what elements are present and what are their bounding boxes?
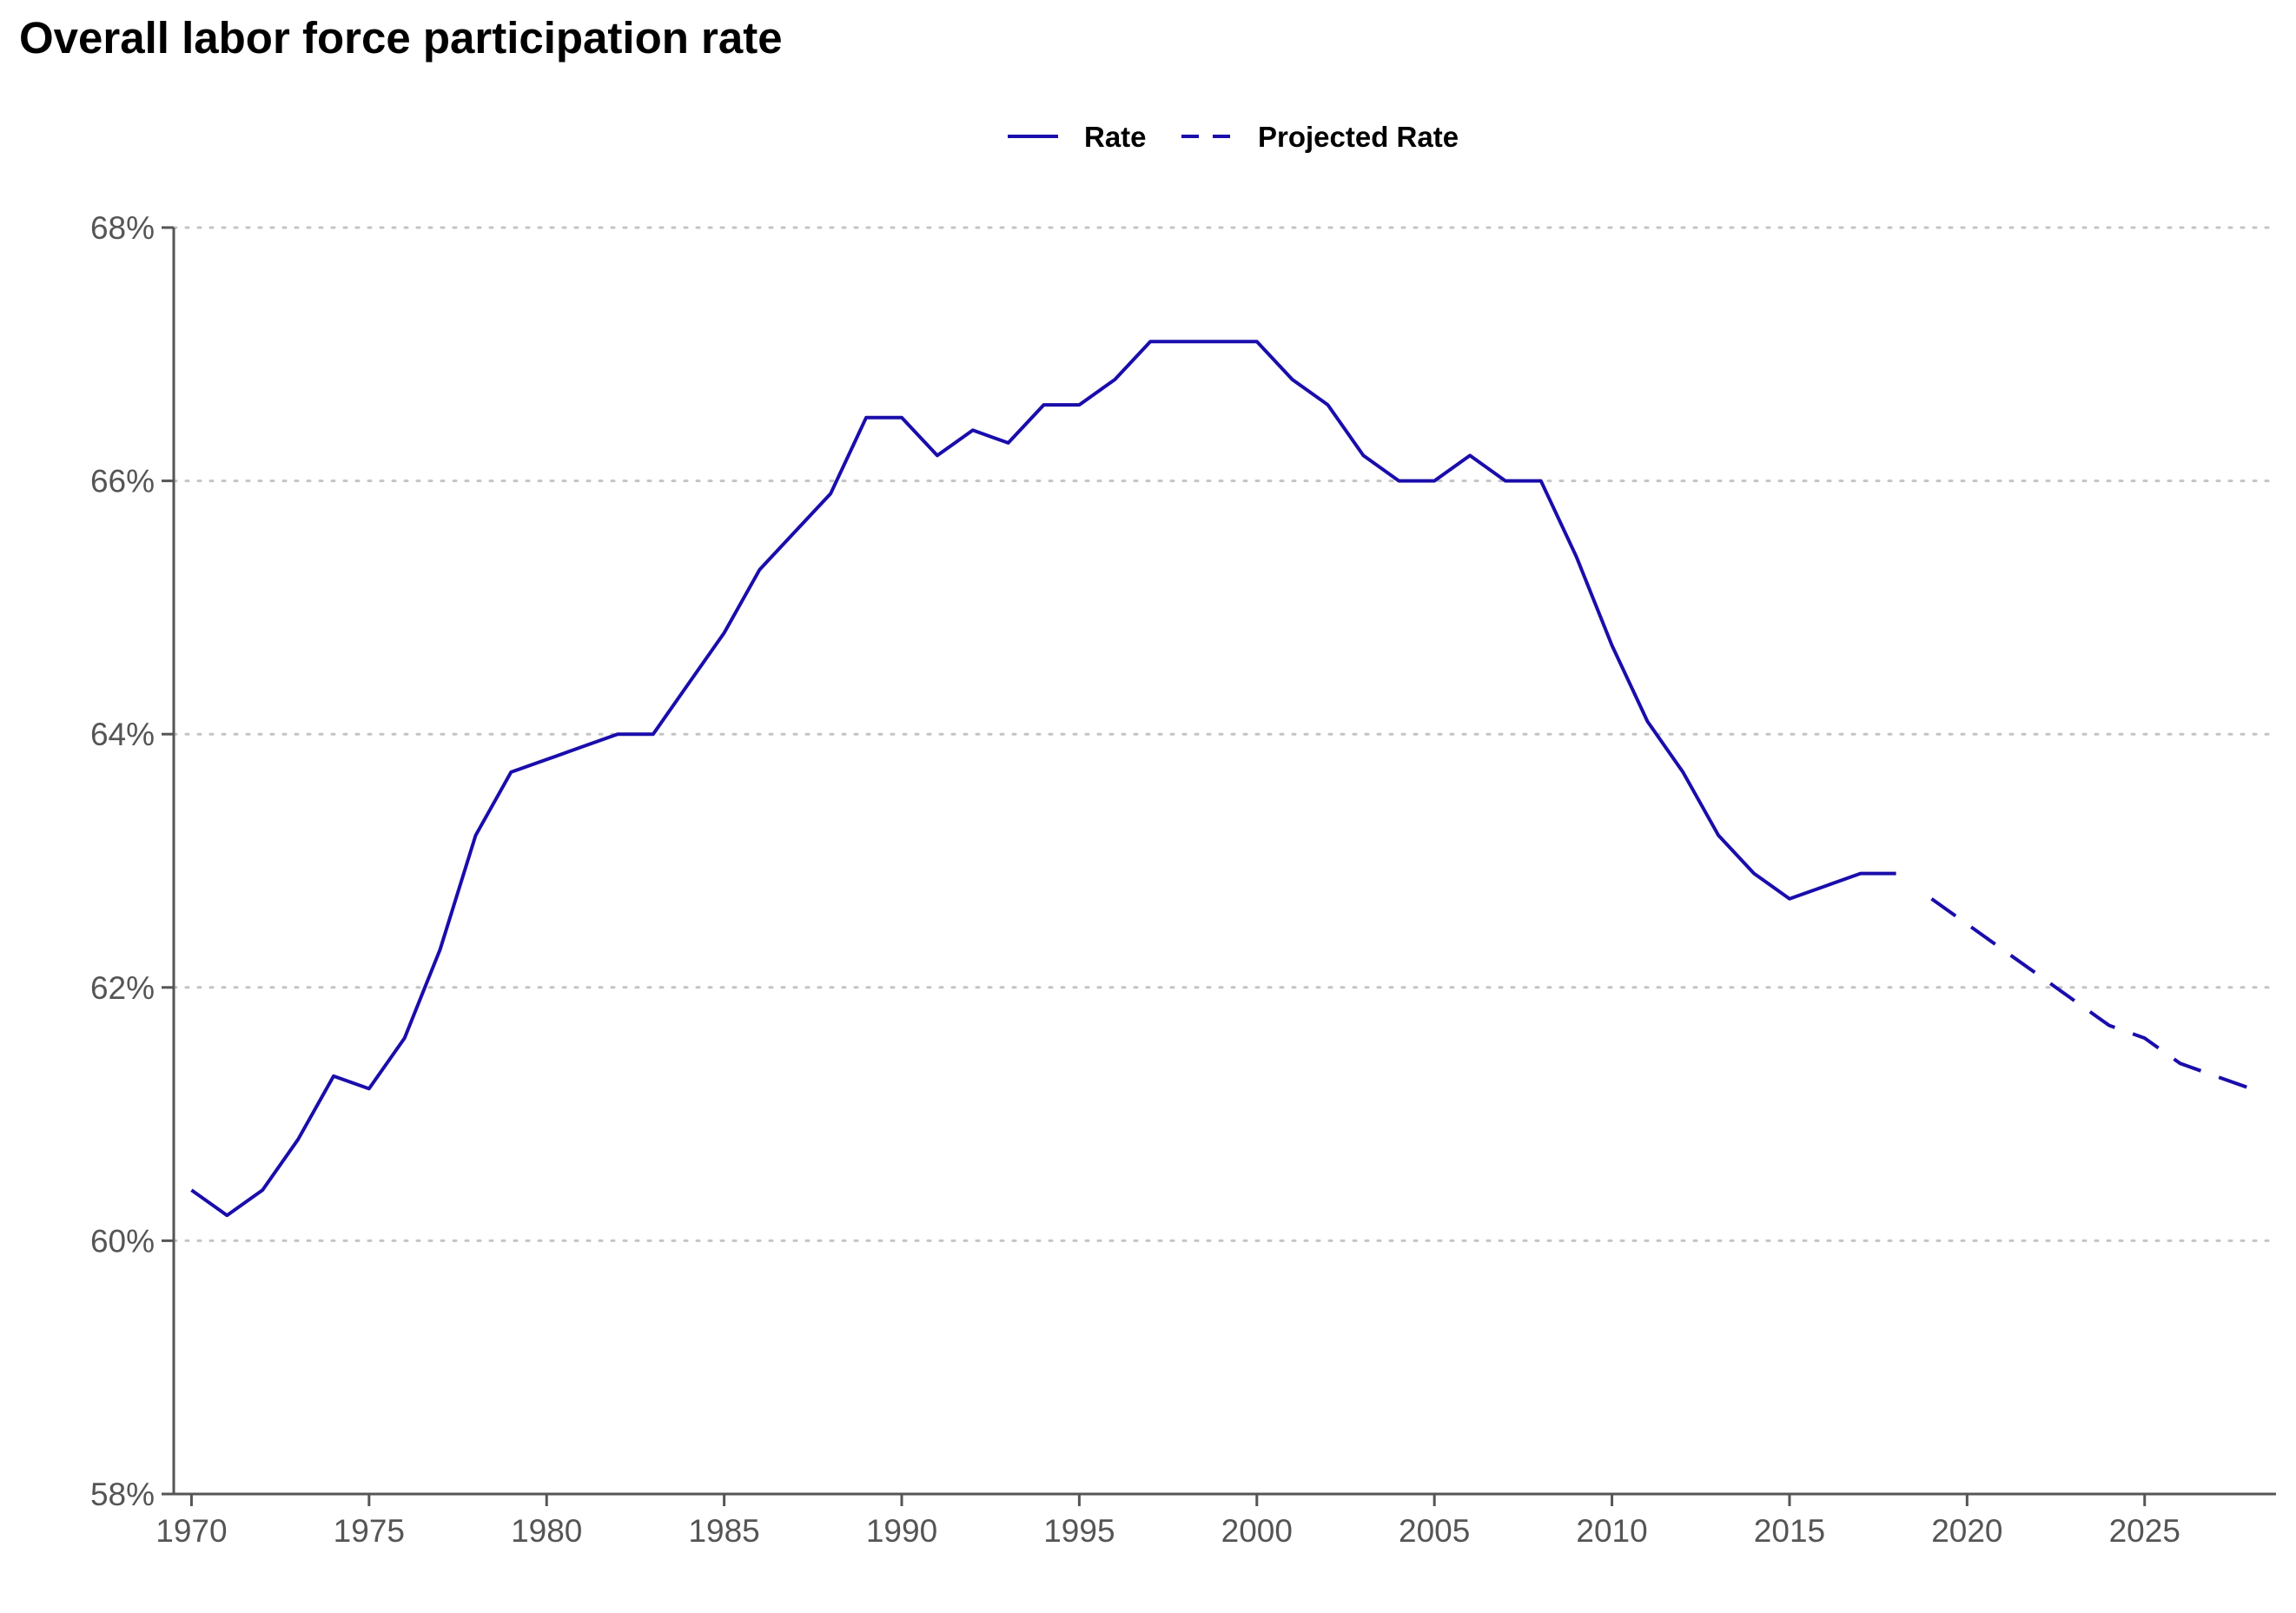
series-layer — [190, 340, 2253, 1218]
x-tick-label: 2010 — [1576, 1513, 1647, 1549]
legend-label-projected-rate: Projected Rate — [1258, 121, 1459, 153]
x-tick-label: 1985 — [688, 1513, 759, 1549]
y-tick-label: 66% — [90, 464, 155, 499]
x-tick-label: 1995 — [1043, 1513, 1115, 1549]
legend-label-rate: Rate — [1084, 121, 1147, 153]
y-tick-label: 60% — [90, 1223, 155, 1259]
y-tick-label: 64% — [90, 717, 155, 752]
y-tick-label: 68% — [90, 210, 155, 246]
gridlines — [172, 226, 2278, 1242]
y-tick-label: 58% — [90, 1477, 155, 1512]
x-tick-label: 1970 — [155, 1513, 227, 1549]
series-line-rate — [190, 340, 1896, 1218]
x-tick-label: 1975 — [334, 1513, 405, 1549]
legend: Rate Projected Rate — [1008, 121, 1459, 153]
x-tick-label: 2020 — [1931, 1513, 2002, 1549]
x-tick-label: 2015 — [1754, 1513, 1825, 1549]
series-line-projected-rate — [1930, 897, 2253, 1091]
y-tick-label: 62% — [90, 970, 155, 1006]
axes: 58% 60% 62% 64% 66% 68% 1970 1975 1980 1985 1990 19… — [90, 210, 2276, 1549]
x-tick-label: 2005 — [1399, 1513, 1470, 1549]
x-tick-label: 1980 — [511, 1513, 582, 1549]
x-tick-label: 2025 — [2109, 1513, 2180, 1549]
chart-title: Overall labor force participation rate — [19, 13, 783, 63]
x-tick-label: 2000 — [1221, 1513, 1293, 1549]
x-tick-label: 1990 — [866, 1513, 937, 1549]
